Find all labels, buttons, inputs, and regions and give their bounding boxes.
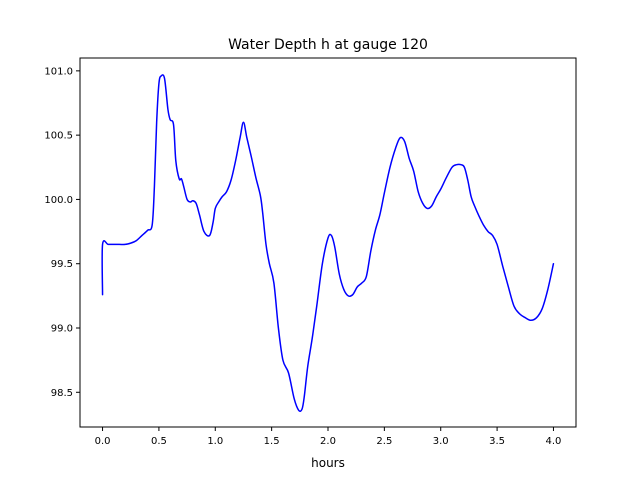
x-tick-label: 2.0	[320, 436, 336, 447]
y-axis-ticks: 98.5 99.0 99.5 100.0 100.5 101.0	[44, 66, 80, 399]
x-tick-label: 3.0	[433, 436, 449, 447]
y-tick-label: 98.5	[51, 388, 73, 399]
water-depth-series-line	[101, 74, 555, 412]
y-tick-label: 101.0	[44, 66, 73, 77]
x-axis-label: hours	[311, 456, 345, 470]
x-tick-label: 2.5	[376, 436, 392, 447]
y-tick-label: 100.0	[44, 195, 73, 206]
x-tick-label: 0.5	[151, 436, 167, 447]
y-tick-label: 100.5	[44, 131, 73, 142]
x-tick-label: 1.5	[264, 436, 280, 447]
x-axis-ticks: 0.0 0.5 1.0 1.5 2.0 2.5 3.0 3.5 4.0	[95, 427, 562, 447]
y-tick-label: 99.0	[51, 324, 73, 335]
plot-area	[80, 58, 576, 427]
x-tick-label: 0.0	[95, 436, 111, 447]
y-tick-label: 99.5	[51, 259, 73, 270]
x-tick-label: 3.5	[489, 436, 505, 447]
chart-title: Water Depth h at gauge 120	[228, 37, 428, 53]
x-tick-label: 4.0	[546, 436, 562, 447]
plot-frame	[79, 57, 577, 428]
x-tick-label: 1.0	[207, 436, 223, 447]
